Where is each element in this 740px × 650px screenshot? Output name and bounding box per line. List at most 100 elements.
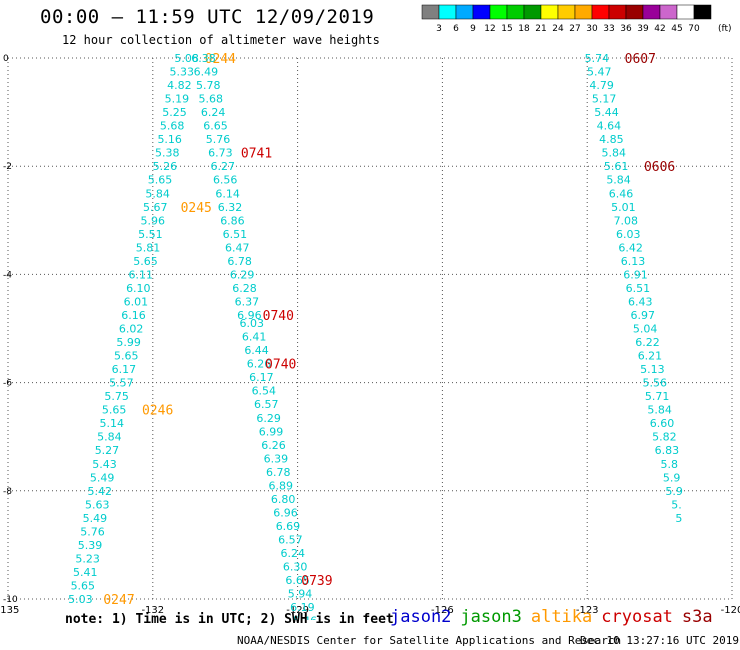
wave-height-label: 5.46: [293, 615, 318, 620]
wave-height-label: 5.44: [594, 106, 619, 119]
color-scale-label: 42: [654, 24, 665, 34]
color-scale-bar: 3 6 9 12 15 18 21 24 27 30 33 36 39 42 45 70 (ft): [421, 4, 732, 34]
wave-height-label: 6.24: [201, 106, 226, 119]
wave-height-label: 6.27: [211, 160, 236, 173]
wave-height-label: 5.39: [78, 539, 103, 552]
wave-height-label: 6.51: [223, 228, 248, 241]
x-tick-label: -129: [286, 605, 309, 616]
altimeter-plot: -135 -132 -129 -126 -123 -120 0 -2 -4 -6 -8 -10 5.08…: [0, 52, 740, 620]
color-scale-label: 6: [453, 24, 459, 34]
wave-height-label: 5.47: [587, 66, 612, 79]
color-scale-label: 12: [484, 24, 495, 34]
wave-height-label: 5.8: [661, 458, 679, 471]
wave-height-label: 6.28: [232, 282, 257, 295]
color-scale-label: 30: [586, 24, 598, 34]
wave-height-label: 6.89: [268, 479, 293, 492]
wave-height-label: 5.19: [165, 93, 190, 106]
color-scale-label: 36: [620, 24, 632, 34]
wave-height-label: 5.49: [90, 471, 115, 484]
wave-height-label: 5.99: [116, 336, 141, 349]
wave-height-label: 5.42: [87, 485, 112, 498]
wave-height-label: 6.96: [237, 309, 262, 322]
color-scale-label: 33: [603, 24, 614, 34]
wave-height-label: 6.42: [618, 241, 643, 254]
wave-height-label: 6.24: [281, 547, 306, 560]
wave-height-label: 6.54: [252, 385, 277, 398]
wave-height-label: 6.22: [635, 336, 660, 349]
pass-time-label: 0740: [265, 358, 296, 373]
wave-height-label: 5.38: [155, 147, 180, 160]
wave-height-label: 6.16: [121, 309, 146, 322]
wave-height-label: 5.82: [652, 431, 677, 444]
wave-height-label: 6.26: [247, 358, 272, 371]
color-scale-label: 70: [688, 24, 700, 34]
wave-height-label: 6.29: [230, 268, 255, 281]
wave-height-label: 6.86: [220, 214, 245, 227]
pass-time-label: 0741: [241, 147, 272, 162]
wave-height-label: 5.16: [157, 133, 182, 146]
wave-height-label: 6.43: [628, 295, 653, 308]
color-scale-label: 15: [501, 24, 512, 34]
wave-height-label: 6.73: [208, 147, 233, 160]
wave-height-label: 6.80: [271, 493, 296, 506]
wave-height-label: 5.41: [73, 566, 98, 579]
wave-height-label: 5.08: [174, 52, 199, 65]
wave-height-label: 4.85: [599, 133, 624, 146]
footer-timestamp: Dec 10 13:27:16 UTC 2019: [580, 634, 739, 647]
wave-height-label: 6.49: [194, 66, 219, 79]
track-altika: 5.085.334.825.195.255.685.165.385.265.65…: [68, 52, 236, 608]
color-scale-label: 39: [637, 24, 649, 34]
y-tick-label: -8: [3, 487, 12, 497]
wave-height-label: 6.14: [215, 187, 240, 200]
wave-height-label: 5.25: [162, 106, 187, 119]
wave-height-label: 6.02: [119, 323, 144, 336]
wave-height-label: 6.38: [191, 52, 216, 65]
wave-height-label: 5.67: [143, 201, 168, 214]
wave-height-label: 6.29: [256, 412, 281, 425]
legend-altika: altika: [530, 607, 593, 627]
wave-height-label: 5.84: [97, 431, 122, 444]
color-scale-label: 18: [518, 24, 530, 34]
y-tick-label: -6: [3, 379, 12, 389]
wave-height-label: 6.19: [290, 601, 315, 614]
wave-height-label: 6.37: [235, 295, 260, 308]
track-cryosat: 6.386.495.785.686.246.655.766.736.276.56…: [191, 52, 332, 620]
wave-height-label: 5.13: [640, 363, 665, 376]
wave-height-label: 6.21: [638, 350, 663, 363]
wave-height-label: 6.41: [242, 331, 267, 344]
wave-height-label: 5.84: [606, 174, 631, 187]
wave-height-label: 6.97: [630, 309, 655, 322]
wave-height-label: 5.84: [145, 187, 170, 200]
wave-height-label: 5.74: [585, 52, 610, 65]
wave-height-label: 5.75: [104, 390, 129, 403]
wave-height-label: 5.65: [148, 174, 173, 187]
y-tick-label: -2: [3, 162, 12, 172]
pass-time-label: 0606: [644, 160, 675, 175]
wave-height-label: 4.79: [589, 79, 614, 92]
color-scale-label: 3: [436, 24, 442, 34]
wave-height-label: 6.65: [203, 120, 228, 133]
color-scale-unit: (ft): [718, 24, 732, 34]
wave-height-label: 4.82: [167, 79, 192, 92]
color-scale-label: 21: [535, 24, 546, 34]
pass-time-label: 0739: [301, 574, 332, 589]
color-scale-label: 9: [470, 24, 476, 34]
wave-height-label: 6.96: [273, 506, 298, 519]
pass-time-label: 0246: [142, 404, 173, 419]
wave-height-label: 5.94: [288, 588, 313, 601]
wave-height-label: 5.65: [71, 579, 96, 592]
grid-lines: [7, 57, 733, 600]
wave-height-label: 5.65: [114, 350, 139, 363]
wave-height-label: 5.63: [85, 498, 110, 511]
wave-height-label: 5.65: [133, 255, 158, 268]
footer-note: note: 1) Time is in UTC; 2) SWH is in fe…: [65, 612, 394, 627]
wave-height-label: 7.08: [614, 214, 639, 227]
y-tick-label: -10: [3, 595, 18, 605]
wave-height-label: 6.01: [124, 295, 149, 308]
color-swatch: [693, 4, 712, 20]
wave-height-label: 5: [675, 512, 682, 525]
wave-height-label: 6.99: [259, 425, 284, 438]
wave-height-label: 6.44: [244, 344, 269, 357]
wave-height-label: 6.32: [218, 201, 243, 214]
track-s3a: 5.745.474.795.175.444.644.855.845.615.84…: [585, 52, 683, 525]
